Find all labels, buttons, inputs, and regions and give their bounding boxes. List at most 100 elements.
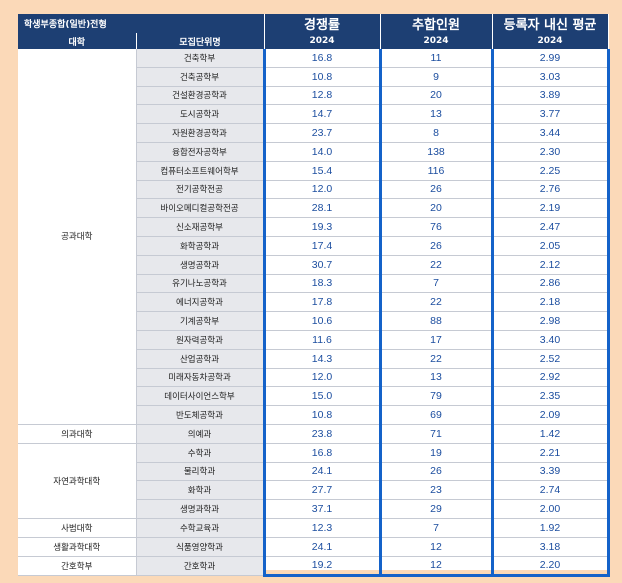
competition-rate-cell: 30.7 <box>262 255 380 275</box>
additional-admission-cell: 12 <box>378 556 492 578</box>
unit-cell: 자원환경공학과 <box>136 123 265 143</box>
admission-results-table: 학생부종합(일반)전형 경쟁률 추합인원 등록자 내신 평균 대학 모집단위명 … <box>18 14 610 578</box>
additional-admission-cell: 19 <box>378 443 492 463</box>
table-row: 도시공학과 14.7 13 3.77 <box>18 104 610 125</box>
year-header-competition: 2024 <box>264 33 381 49</box>
registrant-gpa-cell: 2.47 <box>490 217 610 237</box>
table-row: 물리학과 24.1 26 3.39 <box>18 462 610 482</box>
additional-admission-cell: 26 <box>378 462 492 482</box>
competition-rate-header: 경쟁률 <box>264 14 381 33</box>
competition-rate-cell: 19.2 <box>262 556 380 578</box>
unit-cell: 원자력공학과 <box>136 330 265 350</box>
competition-rate-cell: 12.8 <box>262 86 380 106</box>
registrant-gpa-cell: 2.99 <box>490 49 610 68</box>
competition-rate-cell: 17.4 <box>262 236 380 256</box>
unit-cell: 생명공학과 <box>136 255 265 275</box>
additional-admission-cell: 13 <box>378 368 492 388</box>
competition-rate-cell: 12.0 <box>262 368 380 388</box>
table-row: 건설환경공학과 12.8 20 3.89 <box>18 86 610 106</box>
competition-rate-cell: 24.1 <box>262 537 380 557</box>
registrant-gpa-cell: 2.76 <box>490 180 610 200</box>
registrant-gpa-cell: 2.20 <box>490 556 610 578</box>
registrant-gpa-cell: 2.12 <box>490 255 610 275</box>
competition-rate-cell: 16.8 <box>262 443 380 463</box>
competition-rate-cell: 10.8 <box>262 405 380 425</box>
college-cell: 사범대학 <box>18 518 137 538</box>
table-row: 융합전자공학부 14.0 138 2.30 <box>18 142 610 162</box>
unit-cell: 건축공학부 <box>136 67 265 87</box>
competition-rate-cell: 10.8 <box>262 67 380 87</box>
registrant-gpa-cell: 2.00 <box>490 499 610 519</box>
table-row: 기계공학부 10.6 88 2.98 <box>18 311 610 331</box>
registrant-gpa-header: 등록자 내신 평균 <box>492 14 609 33</box>
table-row: 데이터사이언스학부 15.0 79 2.35 <box>18 386 610 407</box>
table-row: 자원환경공학과 23.7 8 3.44 <box>18 123 610 143</box>
competition-rate-cell: 23.8 <box>262 424 380 444</box>
registrant-gpa-cell: 1.92 <box>490 518 610 538</box>
competition-rate-cell: 28.1 <box>262 198 380 219</box>
additional-admission-cell: 17 <box>378 330 492 350</box>
registrant-gpa-cell: 2.09 <box>490 405 610 425</box>
additional-admission-cell: 8 <box>378 123 492 143</box>
competition-rate-cell: 17.8 <box>262 292 380 313</box>
unit-cell: 도시공학과 <box>136 104 265 125</box>
unit-cell: 수학과 <box>136 443 265 463</box>
admission-type-header: 학생부종합(일반)전형 <box>18 14 265 33</box>
competition-rate-cell: 14.0 <box>262 142 380 162</box>
unit-cell: 반도체공학과 <box>136 405 265 425</box>
competition-rate-cell: 12.0 <box>262 180 380 200</box>
unit-cell: 산업공학과 <box>136 349 265 369</box>
additional-admission-cell: 138 <box>378 142 492 162</box>
additional-admission-cell: 7 <box>378 518 492 538</box>
unit-cell: 유기나노공학과 <box>136 274 265 294</box>
competition-rate-cell: 15.0 <box>262 386 380 407</box>
registrant-gpa-cell: 3.40 <box>490 330 610 350</box>
competition-rate-cell: 14.7 <box>262 104 380 125</box>
table-row: 자연과학대학 수학과 16.8 19 2.21 <box>18 443 610 519</box>
table-row: 산업공학과 14.3 22 2.52 <box>18 349 610 369</box>
table-row: 화학공학과 17.4 26 2.05 <box>18 236 610 256</box>
registrant-gpa-cell: 3.89 <box>490 86 610 106</box>
unit-cell: 물리학과 <box>136 462 265 482</box>
table-row: 에너지공학과 17.8 22 2.18 <box>18 292 610 313</box>
additional-admission-header: 추합인원 <box>380 14 493 33</box>
additional-admission-cell: 88 <box>378 311 492 331</box>
unit-cell: 바이오메디컬공학전공 <box>136 198 265 219</box>
registrant-gpa-cell: 2.92 <box>490 368 610 388</box>
competition-rate-cell: 24.1 <box>262 462 380 482</box>
registrant-gpa-cell: 1.42 <box>490 424 610 444</box>
additional-admission-cell: 22 <box>378 292 492 313</box>
unit-cell: 의예과 <box>136 424 265 444</box>
competition-rate-cell: 10.6 <box>262 311 380 331</box>
header-row-top: 학생부종합(일반)전형 경쟁률 추합인원 등록자 내신 평균 <box>18 14 609 33</box>
table-row: 생활과학대학 식품영양학과 24.1 12 3.18 <box>18 537 610 557</box>
additional-admission-cell: 76 <box>378 217 492 237</box>
registrant-gpa-cell: 3.03 <box>490 67 610 87</box>
admission-results-sheet: 학생부종합(일반)전형 경쟁률 추합인원 등록자 내신 평균 대학 모집단위명 … <box>18 14 610 578</box>
competition-rate-cell: 15.4 <box>262 161 380 181</box>
additional-admission-cell: 7 <box>378 274 492 294</box>
registrant-gpa-cell: 2.19 <box>490 198 610 219</box>
competition-rate-cell: 12.3 <box>262 518 380 538</box>
additional-admission-cell: 22 <box>378 255 492 275</box>
table-row: 전기공학전공 12.0 26 2.76 <box>18 180 610 200</box>
additional-admission-cell: 22 <box>378 349 492 369</box>
additional-admission-cell: 13 <box>378 104 492 125</box>
unit-cell: 생명과학과 <box>136 499 265 519</box>
unit-cell: 신소재공학부 <box>136 217 265 237</box>
college-cell: 생활과학대학 <box>18 537 137 557</box>
table-row: 의과대학 의예과 23.8 71 1.42 <box>18 424 610 444</box>
unit-cell: 미래자동차공학과 <box>136 368 265 388</box>
registrant-gpa-cell: 2.21 <box>490 443 610 463</box>
additional-admission-cell: 23 <box>378 480 492 501</box>
college-cell: 간호학부 <box>18 556 137 577</box>
registrant-gpa-cell: 2.52 <box>490 349 610 369</box>
registrant-gpa-cell: 2.25 <box>490 161 610 181</box>
table-row: 유기나노공학과 18.3 7 2.86 <box>18 274 610 294</box>
registrant-gpa-cell: 3.44 <box>490 123 610 143</box>
unit-cell: 건설환경공학과 <box>136 86 265 106</box>
registrant-gpa-cell: 3.39 <box>490 462 610 482</box>
year-header-gpa: 2024 <box>492 33 609 49</box>
table-row: 생명공학과 30.7 22 2.12 <box>18 255 610 275</box>
table-row: 건축공학부 10.8 9 3.03 <box>18 67 610 87</box>
